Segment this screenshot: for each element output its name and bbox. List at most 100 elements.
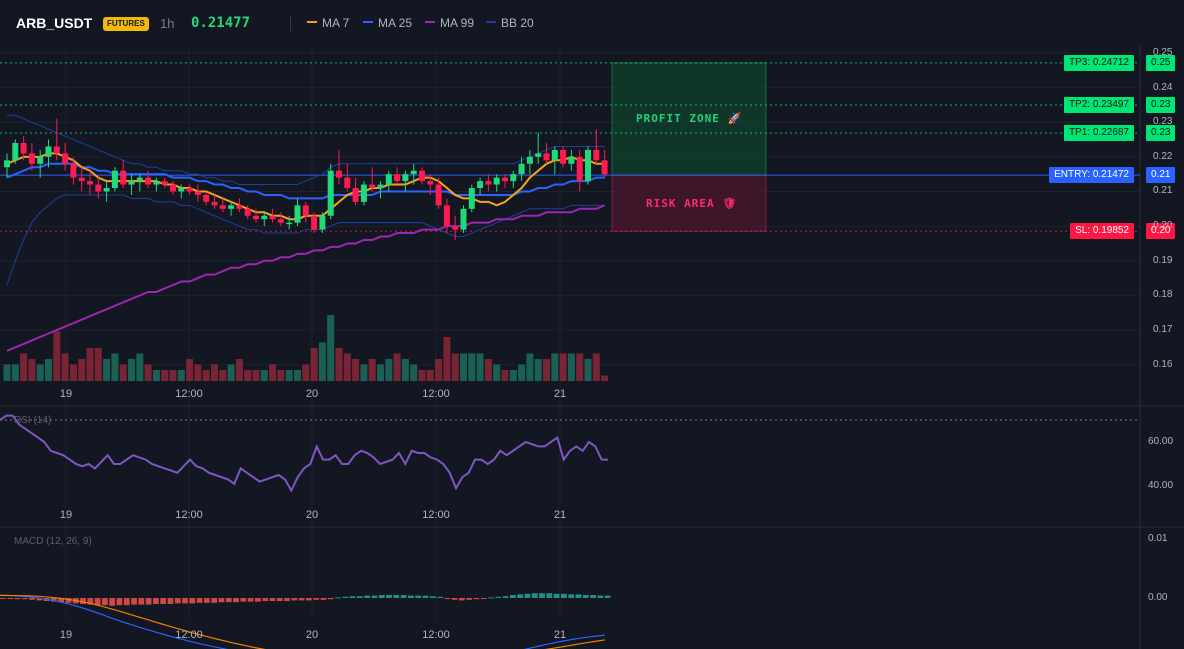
candle-body xyxy=(203,194,210,202)
legend-bb20[interactable]: BB 20 xyxy=(486,16,534,30)
candle-body xyxy=(410,170,417,175)
volume-bar xyxy=(202,370,210,381)
tp3-axis-value: 0.25 xyxy=(1146,54,1176,71)
volume-bar xyxy=(592,353,600,381)
legend-ma25[interactable]: MA 25 xyxy=(363,16,412,30)
candle-body xyxy=(87,181,93,185)
time-tick-label: 19 xyxy=(59,509,73,521)
candle-body xyxy=(468,188,475,209)
volume-bar xyxy=(401,359,409,381)
candle-body xyxy=(62,153,69,164)
macd-histogram-bar xyxy=(102,598,108,606)
volume-bar xyxy=(443,337,451,381)
volume-bar xyxy=(584,359,592,381)
macd-histogram-bar xyxy=(320,598,327,600)
candle-body xyxy=(543,153,550,161)
last-price: 0.21477 xyxy=(191,15,251,31)
macd-histogram-bar xyxy=(517,594,524,598)
volume-bar xyxy=(302,364,310,381)
macd-histogram-bar xyxy=(422,595,429,598)
macd-histogram-bar xyxy=(524,593,531,598)
profit-zone-label: PROFIT ZONE 🚀 xyxy=(636,112,743,125)
macd-histogram-bar xyxy=(7,598,14,599)
volume-bar xyxy=(78,359,86,381)
volume-bar xyxy=(327,315,335,381)
volume-bar xyxy=(45,359,52,381)
macd-signal-line xyxy=(0,594,605,649)
sl-axis-value: 0.20 xyxy=(1146,223,1176,240)
macd-histogram-bar xyxy=(0,598,6,599)
candle-body xyxy=(261,215,268,220)
macd-histogram-bar xyxy=(327,598,334,600)
candle-body xyxy=(360,184,367,202)
candle-body xyxy=(460,208,467,230)
candle-body xyxy=(145,177,152,185)
entry-tag: ENTRY: 0.21472 xyxy=(1049,167,1134,184)
rsi-title: RSI (14) xyxy=(14,415,52,426)
tp3-tag: TP3: 0.24712 xyxy=(1063,54,1134,71)
rsi-tick-40: 40.00 xyxy=(1148,480,1174,491)
candle-body xyxy=(186,188,193,192)
candle-body xyxy=(576,156,583,182)
legend-ma99[interactable]: MA 99 xyxy=(425,16,474,30)
time-tick-label: 21 xyxy=(553,388,567,400)
volume-bar xyxy=(211,364,218,381)
legend-ma7[interactable]: MA 7 xyxy=(307,16,349,30)
macd-histogram-bar xyxy=(451,598,458,600)
volume-bar xyxy=(418,370,426,381)
candle-body xyxy=(385,174,392,185)
volume-bar xyxy=(509,370,517,381)
legend-ma7-swatch xyxy=(307,20,317,23)
legend-ma99-label: MA 99 xyxy=(440,16,475,30)
macd-histogram-bar xyxy=(65,598,72,603)
macd-histogram-bar xyxy=(575,594,582,598)
candle-body xyxy=(535,153,542,157)
macd-histogram-bar xyxy=(138,598,145,605)
legend-ma25-swatch xyxy=(363,20,373,23)
rsi-tick-60: 60.00 xyxy=(1148,436,1174,447)
volume-bar xyxy=(260,370,268,381)
candle-body xyxy=(336,170,342,178)
price-tick-label: 0.20 xyxy=(1153,220,1173,232)
candle-body xyxy=(568,156,575,164)
sl-tag: SL: 0.19852 xyxy=(1070,223,1134,240)
macd-histogram-bar xyxy=(371,595,378,598)
candle-body xyxy=(78,177,85,182)
candle-body xyxy=(427,181,434,185)
volume-bar xyxy=(335,348,343,381)
macd-histogram-bar xyxy=(364,595,371,598)
macd-histogram-bar xyxy=(109,598,116,606)
candle-body xyxy=(601,160,608,175)
candle-body xyxy=(194,191,201,195)
macd-histogram-bar xyxy=(553,593,560,598)
volume-bar xyxy=(318,342,326,381)
timeframe-label[interactable]: 1h xyxy=(160,16,175,31)
volume-bar xyxy=(20,353,28,381)
volume-bar xyxy=(186,359,194,381)
volume-bar xyxy=(11,364,19,381)
candle-body xyxy=(153,181,160,185)
candle-body xyxy=(369,184,376,189)
macd-histogram-bar xyxy=(386,595,392,598)
volume-bar xyxy=(53,331,61,381)
macd-histogram-bar xyxy=(218,598,225,603)
volume-bar xyxy=(111,353,119,381)
symbol-title[interactable]: ARB_USDT xyxy=(16,15,93,31)
candle-body xyxy=(493,177,500,185)
macd-histogram-bar xyxy=(408,595,414,598)
candle-body xyxy=(45,146,52,157)
candle-body xyxy=(269,215,276,220)
macd-histogram-bar xyxy=(502,596,509,598)
macd-histogram-bar xyxy=(167,598,174,604)
macd-histogram-bar xyxy=(51,598,57,602)
candle-body xyxy=(120,170,127,185)
macd-line xyxy=(0,594,605,649)
volume-bar xyxy=(451,353,459,381)
volume-bar xyxy=(69,364,77,381)
volume-bar xyxy=(244,370,252,381)
candle-body xyxy=(402,174,409,182)
volume-bar xyxy=(194,364,202,381)
time-tick-label: 12:00 xyxy=(422,388,450,400)
candle-body xyxy=(477,181,484,189)
